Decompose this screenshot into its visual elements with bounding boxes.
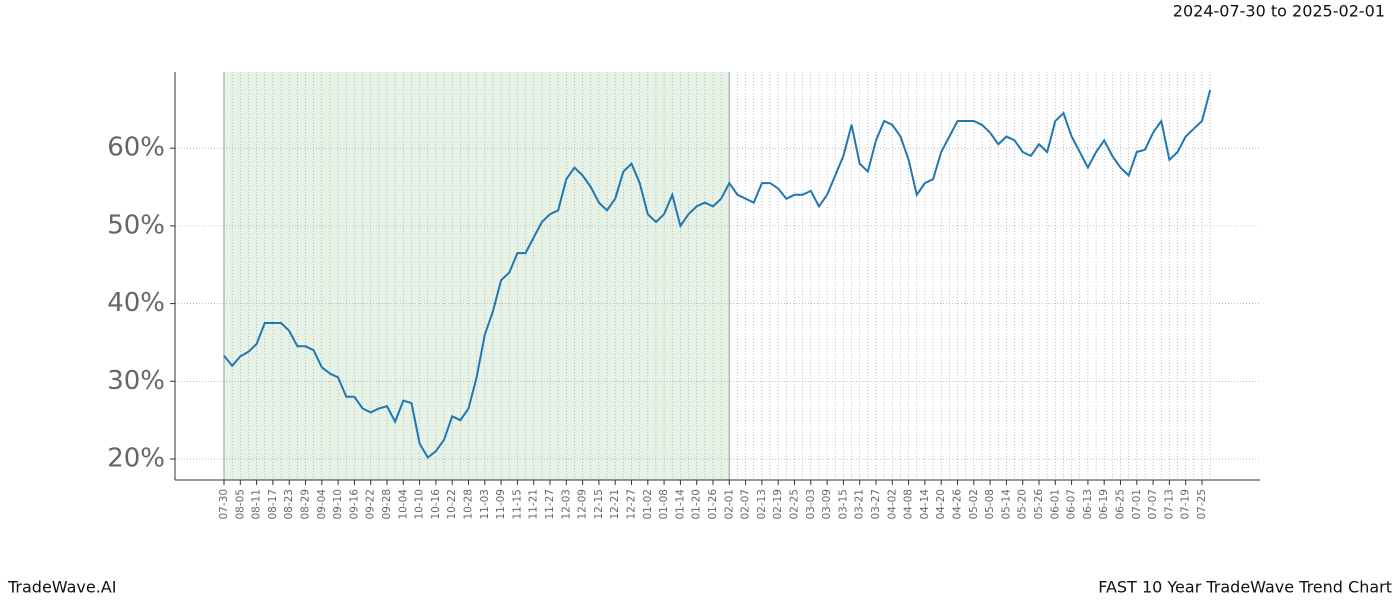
x-tick-label: 07-25 — [1196, 489, 1208, 520]
x-tick-label: 06-13 — [1082, 489, 1094, 520]
x-tick-label: 06-19 — [1098, 489, 1110, 520]
x-tick-label: 09-10 — [332, 489, 344, 520]
x-tick-label: 06-25 — [1115, 489, 1127, 520]
x-tick-label: 05-02 — [968, 489, 980, 520]
y-tick-label: 60% — [107, 133, 165, 163]
x-tick-label: 01-02 — [642, 489, 654, 520]
x-tick-label: 12-15 — [593, 489, 605, 520]
x-tick-label: 01-20 — [691, 489, 703, 520]
x-tick-label: 04-02 — [886, 489, 898, 520]
x-tick-label: 05-14 — [1000, 489, 1012, 520]
x-tick-label: 10-22 — [446, 489, 458, 520]
y-tick-label: 30% — [107, 366, 165, 396]
x-tick-label: 09-16 — [348, 489, 360, 520]
y-tick-label: 50% — [107, 210, 165, 240]
x-tick-label: 07-07 — [1147, 489, 1159, 520]
x-tick-label: 11-03 — [479, 489, 491, 520]
x-tick-label: 01-08 — [658, 489, 670, 520]
x-tick-label: 10-10 — [414, 489, 426, 520]
x-tick-label: 02-13 — [756, 489, 768, 520]
x-tick-label: 08-23 — [283, 489, 295, 520]
x-tick-label: 10-16 — [430, 489, 442, 520]
x-tick-label: 08-17 — [267, 489, 279, 520]
x-tick-label: 01-14 — [674, 489, 686, 520]
x-tick-label: 03-27 — [870, 489, 882, 520]
x-tick-label: 12-09 — [577, 489, 589, 520]
x-tick-label: 12-03 — [560, 489, 572, 520]
x-tick-label: 03-09 — [821, 489, 833, 520]
x-tick-label: 03-15 — [837, 489, 849, 520]
x-tick-label: 02-07 — [740, 489, 752, 520]
x-tick-label: 07-19 — [1180, 489, 1192, 520]
chart-title: FAST 10 Year TradeWave Trend Chart — [1098, 578, 1392, 597]
x-tick-label: 04-08 — [903, 489, 915, 520]
y-tick-label: 40% — [107, 288, 165, 318]
x-tick-label: 02-19 — [772, 489, 784, 520]
x-tick-label: 04-14 — [919, 489, 931, 520]
x-tick-label: 01-26 — [707, 489, 719, 520]
x-tick-label: 12-27 — [626, 489, 638, 520]
x-tick-label: 07-13 — [1163, 489, 1175, 520]
x-tick-label: 05-20 — [1017, 489, 1029, 520]
x-tick-label: 04-26 — [952, 489, 964, 520]
x-tick-label: 10-28 — [463, 489, 475, 520]
y-tick-label: 20% — [107, 444, 165, 474]
x-tick-label: 11-15 — [511, 489, 523, 520]
x-tick-label: 07-30 — [218, 489, 230, 520]
x-tick-label: 05-08 — [984, 489, 996, 520]
x-tick-label: 06-07 — [1066, 489, 1078, 520]
x-tick-label: 08-29 — [300, 489, 312, 520]
x-tick-label: 10-04 — [397, 489, 409, 520]
brand: TradeWave.AI — [7, 578, 116, 597]
x-tick-label: 11-21 — [528, 489, 540, 520]
x-tick-label: 03-03 — [805, 489, 817, 520]
x-tick-label: 05-26 — [1033, 489, 1045, 520]
x-tick-label: 09-04 — [316, 489, 328, 520]
x-tick-label: 11-27 — [544, 489, 556, 520]
x-tick-label: 02-01 — [723, 489, 735, 520]
date-range: 2024-07-30 to 2025-02-01 — [1173, 2, 1385, 21]
x-tick-label: 08-05 — [234, 489, 246, 520]
line — [223, 89, 1212, 459]
x-tick-label: 03-21 — [854, 489, 866, 520]
x-tick-label: 04-20 — [935, 489, 947, 520]
x-tick-label: 09-28 — [381, 489, 393, 520]
x-tick-label: 08-11 — [251, 489, 263, 520]
x-tick-label: 09-22 — [365, 489, 377, 520]
x-tick-label: 07-01 — [1131, 489, 1143, 520]
x-tick-label: 11-09 — [495, 489, 507, 520]
x-tick-label: 12-21 — [609, 489, 621, 520]
x-tick-label: 06-01 — [1049, 489, 1061, 520]
x-tick-label: 02-25 — [789, 489, 801, 520]
